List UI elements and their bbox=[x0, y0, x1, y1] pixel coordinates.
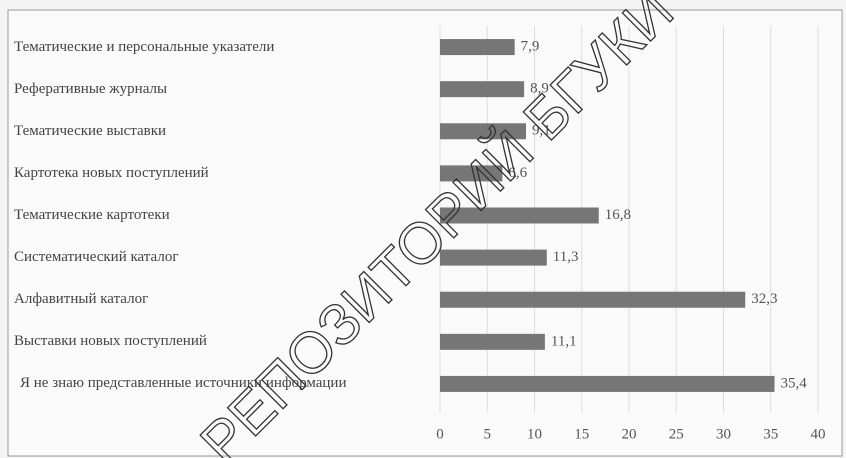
x-tick-label: 15 bbox=[574, 426, 589, 442]
y-tick-label: Я не знаю представленные источники инфор… bbox=[20, 375, 347, 392]
x-tick-label: 10 bbox=[527, 426, 542, 442]
y-tick-label: Тематические картотеки bbox=[14, 207, 170, 223]
category-label-box: Систематический каталог bbox=[14, 249, 179, 266]
category-label-box: Тематические картотеки bbox=[14, 207, 170, 223]
category-label-box: Тематические выставки bbox=[14, 122, 167, 139]
bar bbox=[440, 207, 599, 224]
bar bbox=[440, 39, 515, 56]
bar bbox=[440, 375, 775, 392]
category-label-box: Выставки новых поступлений bbox=[14, 333, 207, 350]
bar bbox=[440, 165, 503, 182]
bar bbox=[440, 249, 547, 266]
x-tick-label: 0 bbox=[436, 426, 444, 442]
value-label: 8,9 bbox=[530, 81, 549, 97]
y-tick-label: Систематический каталог bbox=[14, 249, 179, 266]
y-tick-label: Реферативные журналы bbox=[14, 80, 168, 97]
value-label: 11,1 bbox=[551, 333, 577, 349]
value-label: 16,8 bbox=[605, 207, 631, 223]
category-label-box: Картотека новых поступлений bbox=[14, 164, 209, 181]
y-tick-label: Тематические выставки bbox=[14, 122, 167, 139]
category-label-box: Тематические и персональные указатели bbox=[14, 38, 275, 55]
category-label-box: Алфавитный каталог bbox=[14, 291, 149, 308]
bar bbox=[440, 291, 746, 308]
value-label: 11,3 bbox=[553, 249, 579, 265]
value-label: 9,1 bbox=[532, 123, 551, 139]
x-tick-label: 20 bbox=[622, 426, 637, 442]
bar bbox=[440, 123, 526, 140]
y-tick-label: Алфавитный каталог bbox=[14, 291, 149, 308]
x-tick-label: 25 bbox=[669, 426, 684, 442]
category-label-box: Я не знаю представленные источники инфор… bbox=[20, 375, 347, 392]
y-tick-label: Картотека новых поступлений bbox=[14, 164, 209, 181]
y-tick-label: Выставки новых поступлений bbox=[14, 333, 207, 350]
value-label: 7,9 bbox=[521, 38, 540, 54]
y-tick-label: Тематические и персональные указатели bbox=[14, 38, 275, 55]
bar bbox=[440, 333, 545, 350]
value-label: 32,3 bbox=[751, 291, 777, 307]
bar bbox=[440, 81, 525, 98]
x-tick-label: 30 bbox=[716, 426, 731, 442]
value-label: 35,4 bbox=[781, 375, 808, 391]
value-label: 6,6 bbox=[508, 165, 527, 181]
x-tick-label: 5 bbox=[484, 426, 492, 442]
x-tick-label: 35 bbox=[763, 426, 778, 442]
category-label-box: Реферативные журналы bbox=[14, 80, 168, 97]
x-tick-label: 40 bbox=[811, 426, 826, 442]
